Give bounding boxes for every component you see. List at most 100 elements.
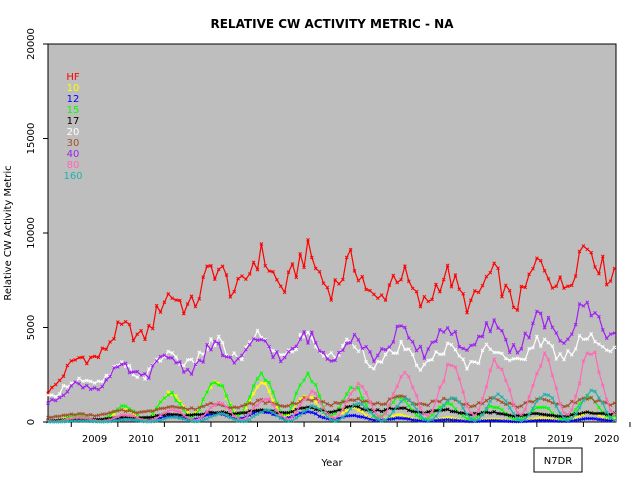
point-40 — [286, 349, 291, 354]
point-20 — [232, 351, 237, 355]
point-40 — [46, 401, 50, 405]
point-17 — [372, 409, 376, 414]
point-40 — [585, 300, 590, 305]
point-160 — [185, 418, 190, 423]
point-80 — [333, 416, 337, 420]
point-40 — [181, 370, 186, 374]
point-80 — [465, 404, 469, 409]
point-HF — [212, 277, 217, 281]
point-15 — [534, 405, 539, 410]
point-30 — [96, 413, 101, 418]
point-HF — [77, 355, 81, 360]
point-30 — [135, 410, 140, 415]
point-HF — [166, 292, 171, 296]
legend-item-20: 20 — [67, 127, 80, 138]
point-30 — [476, 400, 481, 405]
point-20 — [538, 344, 543, 348]
point-160 — [50, 420, 54, 424]
point-HF — [511, 305, 516, 310]
point-40 — [341, 348, 345, 352]
point-40 — [604, 336, 609, 341]
point-80 — [317, 399, 322, 404]
point-30 — [414, 402, 419, 407]
point-12 — [500, 419, 504, 423]
point-40 — [255, 338, 260, 342]
point-20 — [247, 340, 252, 344]
point-30 — [290, 401, 295, 405]
point-20 — [472, 360, 477, 364]
point-20 — [503, 356, 508, 361]
point-30 — [131, 410, 136, 414]
point-17 — [496, 411, 500, 416]
point-160 — [92, 419, 97, 424]
point-HF — [457, 287, 462, 292]
point-160 — [73, 419, 78, 423]
point-15 — [573, 407, 578, 412]
point-HF — [461, 291, 465, 296]
credit-label: N7DR — [544, 456, 573, 467]
point-80 — [597, 370, 601, 375]
point-40 — [244, 347, 248, 352]
point-160 — [251, 414, 256, 419]
point-HF — [92, 354, 97, 359]
point-40 — [178, 360, 182, 364]
point-80 — [232, 414, 237, 418]
point-40 — [298, 337, 303, 341]
point-20 — [558, 352, 562, 356]
point-160 — [232, 417, 237, 422]
point-40 — [399, 324, 403, 328]
point-17 — [236, 411, 240, 416]
x-tick-label: 2018 — [501, 434, 526, 445]
point-12 — [503, 419, 508, 423]
point-17 — [434, 408, 438, 413]
point-160 — [558, 411, 562, 416]
point-30 — [197, 405, 202, 410]
point-80 — [566, 412, 570, 417]
point-12 — [205, 413, 209, 417]
point-160 — [112, 419, 116, 423]
point-80 — [542, 351, 547, 355]
point-160 — [403, 396, 407, 401]
point-12 — [593, 416, 597, 421]
point-160 — [69, 419, 74, 424]
point-30 — [391, 395, 396, 400]
point-20 — [465, 366, 469, 371]
point-40 — [135, 369, 140, 374]
point-12 — [309, 410, 314, 415]
point-30 — [542, 397, 547, 402]
point-12 — [534, 418, 539, 423]
point-10 — [259, 381, 264, 385]
point-12 — [608, 418, 613, 423]
point-15 — [158, 400, 163, 404]
point-17 — [399, 406, 403, 411]
point-80 — [263, 397, 268, 402]
point-80 — [84, 416, 89, 421]
point-HF — [593, 265, 597, 269]
point-160 — [608, 415, 613, 420]
point-17 — [589, 411, 594, 415]
point-160 — [309, 404, 314, 408]
x-tick-label: 2011 — [175, 434, 200, 445]
point-160 — [589, 388, 594, 393]
point-HF — [344, 255, 349, 260]
point-HF — [484, 274, 489, 279]
point-30 — [166, 405, 171, 410]
point-12 — [364, 416, 368, 420]
point-160 — [115, 418, 120, 423]
credit-box: N7DR — [533, 447, 583, 473]
point-20 — [406, 347, 411, 351]
point-HF — [403, 264, 407, 269]
point-80 — [379, 414, 384, 419]
point-40 — [515, 350, 520, 355]
point-17 — [503, 412, 508, 417]
point-HF — [73, 358, 78, 362]
point-80 — [278, 412, 283, 417]
point-160 — [449, 396, 454, 400]
point-80 — [593, 350, 597, 355]
point-20 — [604, 348, 609, 352]
point-40 — [375, 353, 380, 358]
point-80 — [554, 386, 559, 391]
point-30 — [185, 407, 190, 412]
point-160 — [150, 419, 155, 424]
legend-item-30: 30 — [67, 138, 80, 149]
